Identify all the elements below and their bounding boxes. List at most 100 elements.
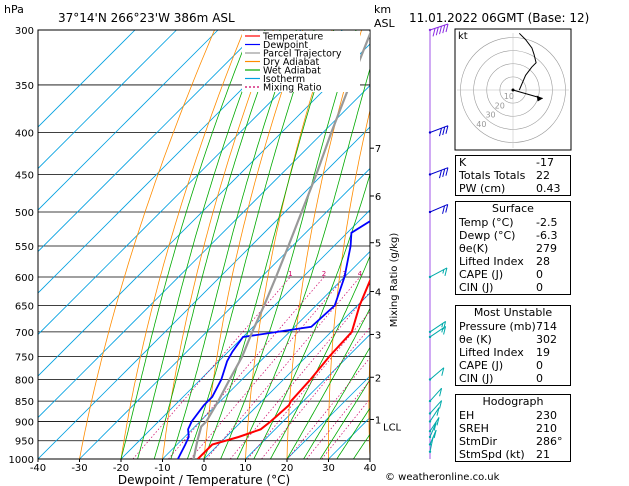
pressure-tick-label: 850 — [15, 397, 34, 408]
barb-dot — [428, 330, 432, 334]
datetime-title: 11.01.2022 06GMT (Base: 12) — [409, 11, 589, 25]
pressure-tick-label: 350 — [15, 81, 34, 92]
hodograph-origin — [511, 88, 515, 92]
barb-half — [441, 328, 444, 333]
barb-flag — [445, 204, 449, 213]
barb-dot — [428, 450, 432, 454]
legend-entry: Wet Adiabat — [263, 66, 321, 77]
surface-temp: Temp (°C) -2.5 — [459, 216, 558, 229]
wind-barb — [428, 367, 445, 381]
barb-dot — [428, 443, 432, 446]
hodo-title: Hodograph — [482, 395, 544, 408]
barb-flag — [438, 170, 442, 179]
barb-flag — [436, 407, 440, 416]
surface-title: Surface — [492, 202, 534, 215]
legend-entry: Mixing Ratio — [263, 83, 322, 94]
wet-adiabat-line — [336, 407, 370, 459]
mu-title: Most Unstable — [473, 306, 553, 319]
row-k: K -17 — [459, 156, 554, 169]
barb-dot — [428, 378, 432, 381]
hodograph-ring-label: 40 — [476, 120, 486, 129]
dry-adiabat-line — [162, 30, 274, 459]
pressure-tick-label: 900 — [15, 417, 34, 428]
barb-flag — [433, 422, 437, 431]
copyright: © weatheronline.co.uk — [385, 472, 500, 483]
km-tick-label: 1 — [375, 415, 381, 426]
barb-flag — [439, 388, 443, 397]
isotherm-line — [162, 250, 370, 459]
most-unstable-table: Most Unstable Pressure (mb) 714 θe (K) 302… — [455, 305, 571, 386]
barb-dot — [428, 420, 432, 423]
axes: 3003504004505005506006507007508008509009… — [9, 26, 402, 486]
legend-entry: Dewpoint — [263, 40, 308, 51]
wind-barb — [428, 422, 437, 439]
barb-dot — [428, 131, 432, 134]
pressure-tick-label: 650 — [15, 302, 34, 313]
legend-entry: Parcel Trajectory — [263, 49, 342, 60]
isotherm-line — [38, 30, 343, 336]
barb-shaft — [429, 125, 449, 133]
plot-area: 12346810152025 — [38, 30, 629, 459]
barb-flag — [444, 267, 448, 277]
hodograph-ring-label: 30 — [485, 111, 495, 120]
wind-barb — [428, 417, 440, 433]
wet-adiabat-line — [270, 255, 370, 459]
barb-flag — [432, 28, 436, 37]
barb-half — [442, 269, 445, 274]
barb-flag — [436, 417, 440, 426]
dry-adiabat-line — [327, 108, 370, 459]
mixing-ratio-line — [190, 276, 345, 459]
pressure-tick-label: 950 — [15, 437, 34, 448]
x-tick-label: 0 — [201, 463, 207, 474]
hodograph-trace — [518, 32, 537, 91]
wind-barb — [428, 23, 449, 37]
mixing-ratio-line — [287, 357, 370, 459]
dry-adiabat-line — [620, 30, 629, 459]
barb-shaft — [429, 167, 449, 175]
wet-adiabat-line — [220, 30, 357, 459]
wind-barb — [428, 320, 447, 334]
profile-lines — [177, 31, 370, 459]
wind-barb — [428, 407, 440, 423]
x-axis-label: Dewpoint / Temperature (°C) — [118, 473, 290, 486]
barb-shaft — [429, 367, 445, 380]
mu-li: Lifted Index 19 — [459, 346, 550, 359]
mu-cin: CIN (J) 0 — [459, 372, 543, 385]
x-tick-label: 30 — [322, 463, 335, 474]
mixing-ratio-label: 6 — [380, 270, 385, 278]
barb-flag — [445, 23, 449, 33]
barb-shaft — [429, 407, 440, 422]
dry-adiabat-line — [368, 344, 370, 459]
surface-cin: CIN (J) 0 — [459, 281, 543, 294]
wet-adiabat-line — [286, 307, 370, 459]
wet-adiabat-line — [236, 67, 370, 459]
pressure-tick-label: 400 — [15, 129, 34, 140]
mixing-ratio-label: 2 — [322, 270, 326, 278]
row-pw: PW (cm) 0.43 — [459, 182, 561, 195]
barb-flag — [439, 400, 443, 409]
barb-shaft — [429, 267, 448, 278]
dry-adiabat-line — [203, 30, 304, 459]
pressure-tick-label: 600 — [15, 273, 34, 284]
surface-table: Surface Temp (°C) -2.5 Dewp (°C) -6.3 θe(K… — [455, 201, 571, 295]
isotherm-line — [38, 30, 302, 294]
wind-barb — [428, 387, 443, 403]
mixing-ratio-label: 10 — [407, 270, 416, 278]
barb-flag — [435, 27, 439, 36]
mixing-ratio-line — [306, 379, 370, 459]
barb-shaft — [429, 23, 449, 31]
wet-adiabat-line — [253, 172, 370, 459]
hodograph-kt-label: kt — [458, 31, 468, 42]
wet-adiabat-line — [137, 30, 266, 459]
barb-dot — [428, 28, 432, 32]
temperature-profile — [197, 277, 370, 459]
isotherm-line — [38, 30, 136, 128]
hodograph-ring-label: 20 — [495, 101, 505, 110]
barb-dot — [428, 173, 432, 176]
dry-adiabat-line — [79, 30, 215, 459]
wet-adiabat-line — [153, 30, 281, 459]
barb-shaft — [429, 203, 448, 213]
pressure-tick-label: 450 — [15, 170, 34, 181]
